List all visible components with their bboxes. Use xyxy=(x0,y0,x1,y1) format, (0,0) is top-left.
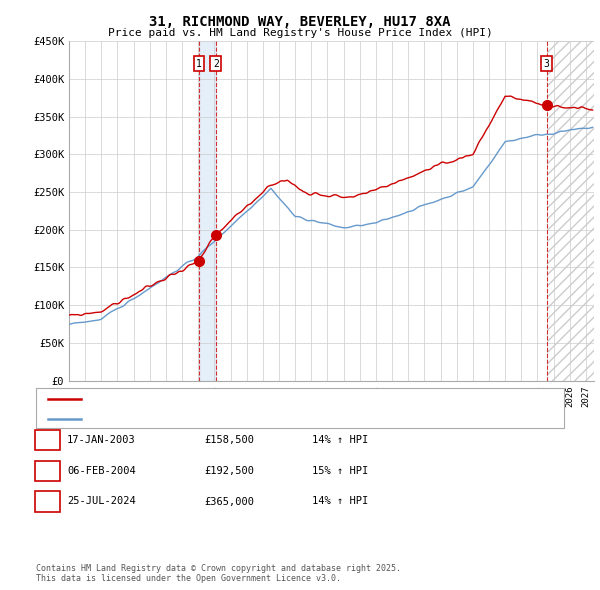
Text: Price paid vs. HM Land Registry's House Price Index (HPI): Price paid vs. HM Land Registry's House … xyxy=(107,28,493,38)
Text: 25-JUL-2024: 25-JUL-2024 xyxy=(67,497,136,506)
Text: 17-JAN-2003: 17-JAN-2003 xyxy=(67,435,136,445)
Text: 06-FEB-2004: 06-FEB-2004 xyxy=(67,466,136,476)
Text: 1: 1 xyxy=(196,59,202,69)
Text: 31, RICHMOND WAY, BEVERLEY, HU17 8XA: 31, RICHMOND WAY, BEVERLEY, HU17 8XA xyxy=(149,15,451,29)
Text: 1: 1 xyxy=(44,435,51,445)
Text: 2: 2 xyxy=(44,466,51,476)
Text: 14% ↑ HPI: 14% ↑ HPI xyxy=(312,497,368,506)
Text: 14% ↑ HPI: 14% ↑ HPI xyxy=(312,435,368,445)
Text: 31, RICHMOND WAY, BEVERLEY, HU17 8XA (detached house): 31, RICHMOND WAY, BEVERLEY, HU17 8XA (de… xyxy=(87,394,398,404)
Text: £192,500: £192,500 xyxy=(204,466,254,476)
Text: £365,000: £365,000 xyxy=(204,497,254,506)
Text: 2: 2 xyxy=(213,59,219,69)
Text: 15% ↑ HPI: 15% ↑ HPI xyxy=(312,466,368,476)
Text: HPI: Average price, detached house, East Riding of Yorkshire: HPI: Average price, detached house, East… xyxy=(87,414,439,424)
Text: Contains HM Land Registry data © Crown copyright and database right 2025.
This d: Contains HM Land Registry data © Crown c… xyxy=(36,563,401,583)
Bar xyxy=(547,41,594,381)
Bar xyxy=(199,41,216,381)
Text: 3: 3 xyxy=(544,59,550,69)
Text: 3: 3 xyxy=(44,497,51,506)
Text: £158,500: £158,500 xyxy=(204,435,254,445)
